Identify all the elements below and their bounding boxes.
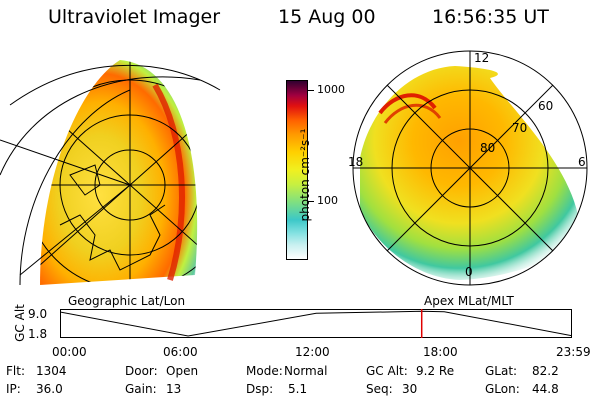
ip-label: IP: bbox=[6, 382, 21, 396]
gain-label: Gain: bbox=[125, 382, 157, 396]
mlat-label-70: 70 bbox=[512, 121, 527, 135]
seq-label: Seq: bbox=[366, 382, 393, 396]
flt-label: Flt: bbox=[6, 364, 25, 378]
mlt-label-18: 18 bbox=[348, 155, 363, 169]
altitude-curve bbox=[60, 310, 572, 337]
altitude-xtick-0: 00:00 bbox=[52, 345, 87, 359]
glon-label: GLon: bbox=[485, 382, 520, 396]
flt-value: 1304 bbox=[36, 364, 67, 378]
altitude-xtick-4: 23:59 bbox=[556, 345, 591, 359]
altitude-plot-frame bbox=[60, 309, 572, 338]
glon-value: 44.8 bbox=[532, 382, 559, 396]
mlt-label-0: 0 bbox=[465, 265, 473, 279]
colorbar-label-100: 100 bbox=[317, 194, 338, 207]
colorbar-tick-100 bbox=[308, 201, 314, 202]
glat-label: GLat: bbox=[485, 364, 518, 378]
altitude-xtick-1: 06:00 bbox=[163, 345, 198, 359]
mlat-label-80: 80 bbox=[480, 141, 495, 155]
mode-label: Mode: bbox=[246, 364, 283, 378]
colorbar-unit: photon cm⁻²s⁻¹ bbox=[298, 128, 312, 222]
seq-value: 30 bbox=[402, 382, 418, 396]
mlt-polar-panel: 12 18 6 0 60 70 80 bbox=[348, 50, 588, 286]
mlt-label-6: 6 bbox=[578, 155, 586, 169]
left-panel-caption: Geographic Lat/Lon bbox=[68, 294, 186, 308]
mode-value: Normal bbox=[284, 364, 328, 378]
dsp-value: 5.1 bbox=[288, 382, 308, 396]
geographic-image-panel bbox=[0, 60, 221, 286]
altitude-axis-label: GC Alt bbox=[13, 304, 27, 342]
altitude-xtick-3: 18:00 bbox=[423, 345, 458, 359]
door-value: Open bbox=[166, 364, 199, 378]
altitude-xtick-2: 12:00 bbox=[295, 345, 330, 359]
door-label: Door: bbox=[125, 364, 158, 378]
instrument-title: Ultraviolet Imager bbox=[48, 6, 221, 28]
dsp-label: Dsp: bbox=[246, 382, 274, 396]
colorbar-label-1000: 1000 bbox=[317, 83, 345, 96]
gain-value: 13 bbox=[166, 382, 182, 396]
gc-alt-label: GC Alt: bbox=[366, 364, 408, 378]
colorbar-tick-1000 bbox=[308, 90, 314, 91]
altitude-plot bbox=[60, 309, 572, 338]
time-label: 16:56:35 UT bbox=[432, 6, 549, 28]
glat-value: 82.2 bbox=[532, 364, 559, 378]
colorbar bbox=[286, 80, 308, 260]
altitude-tick-9: 9.0 bbox=[28, 307, 48, 321]
gc-alt-value: 9.2 Re bbox=[416, 364, 455, 378]
mlat-label-60: 60 bbox=[538, 99, 553, 113]
date-label: 15 Aug 00 bbox=[278, 6, 376, 28]
right-panel-caption: Apex MLat/MLT bbox=[424, 294, 514, 308]
mlt-label-12: 12 bbox=[474, 51, 489, 65]
ip-value: 36.0 bbox=[36, 382, 63, 396]
altitude-tick-1-8: 1.8 bbox=[28, 327, 48, 341]
